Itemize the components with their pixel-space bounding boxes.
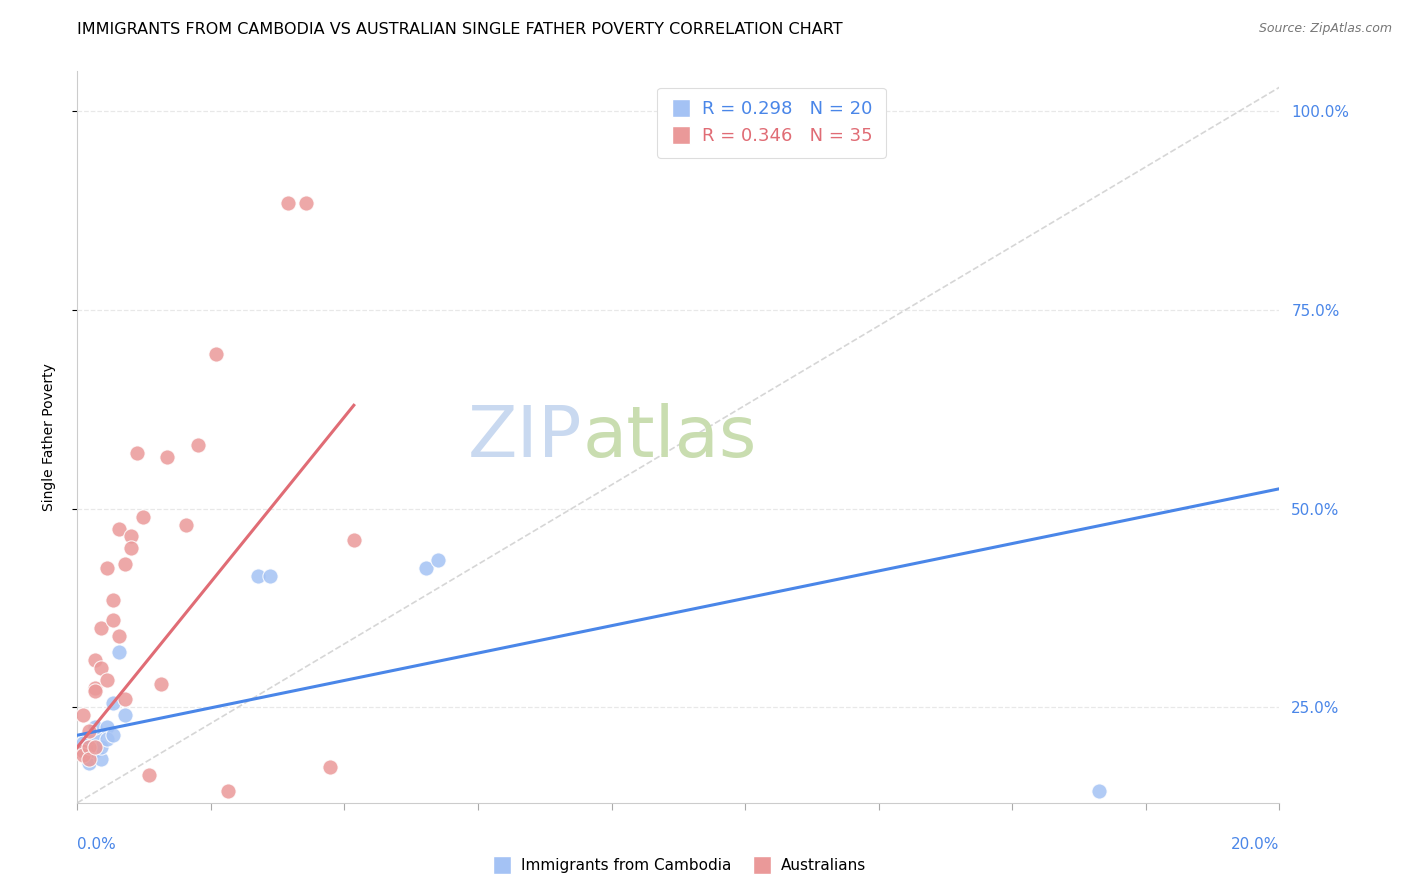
Point	[103, 613, 125, 627]
Text: Source: ZipAtlas.com: Source: ZipAtlas.com	[1258, 22, 1392, 36]
Point	[246, 569, 269, 583]
Point	[72, 708, 94, 723]
Point	[79, 756, 101, 770]
Text: ZIP: ZIP	[468, 402, 582, 472]
Point	[108, 629, 131, 643]
Point	[187, 438, 209, 452]
Point	[103, 728, 125, 742]
Point	[90, 660, 112, 674]
Point	[103, 697, 125, 711]
Point	[108, 521, 131, 535]
Point	[120, 541, 142, 556]
Point	[84, 684, 107, 698]
Point	[415, 561, 437, 575]
Point	[72, 748, 94, 763]
Point	[84, 744, 107, 758]
Point	[84, 653, 107, 667]
Point	[294, 195, 316, 210]
Point	[96, 732, 118, 747]
Point	[114, 558, 136, 572]
Y-axis label: Single Father Poverty: Single Father Poverty	[42, 363, 56, 511]
Point	[72, 736, 94, 750]
Point	[138, 768, 160, 782]
Point	[277, 195, 299, 210]
Point	[84, 720, 107, 734]
Point	[259, 569, 281, 583]
Text: atlas: atlas	[582, 402, 756, 472]
Point	[84, 681, 107, 695]
Point	[90, 740, 112, 755]
Legend: Immigrants from Cambodia, Australians: Immigrants from Cambodia, Australians	[485, 852, 872, 880]
Point	[427, 553, 450, 567]
Text: 0.0%: 0.0%	[77, 837, 117, 852]
Point	[156, 450, 179, 464]
Point	[72, 744, 94, 758]
Point	[132, 509, 155, 524]
Point	[108, 645, 131, 659]
Point	[79, 724, 101, 739]
Point	[204, 346, 226, 360]
Point	[84, 728, 107, 742]
Text: 20.0%: 20.0%	[1232, 837, 1279, 852]
Point	[79, 752, 101, 766]
Point	[84, 740, 107, 755]
Point	[174, 517, 197, 532]
Point	[72, 744, 94, 758]
Point	[150, 676, 173, 690]
Point	[114, 692, 136, 706]
Text: IMMIGRANTS FROM CAMBODIA VS AUSTRALIAN SINGLE FATHER POVERTY CORRELATION CHART: IMMIGRANTS FROM CAMBODIA VS AUSTRALIAN S…	[77, 22, 844, 37]
Point	[1088, 784, 1111, 798]
Point	[343, 533, 366, 548]
Point	[90, 621, 112, 635]
Point	[114, 708, 136, 723]
Point	[120, 529, 142, 543]
Point	[79, 740, 101, 755]
Point	[127, 446, 149, 460]
Point	[79, 740, 101, 755]
Point	[217, 784, 239, 798]
Point	[103, 593, 125, 607]
Point	[90, 752, 112, 766]
Point	[319, 760, 342, 774]
Point	[96, 720, 118, 734]
Point	[96, 561, 118, 575]
Point	[96, 673, 118, 687]
